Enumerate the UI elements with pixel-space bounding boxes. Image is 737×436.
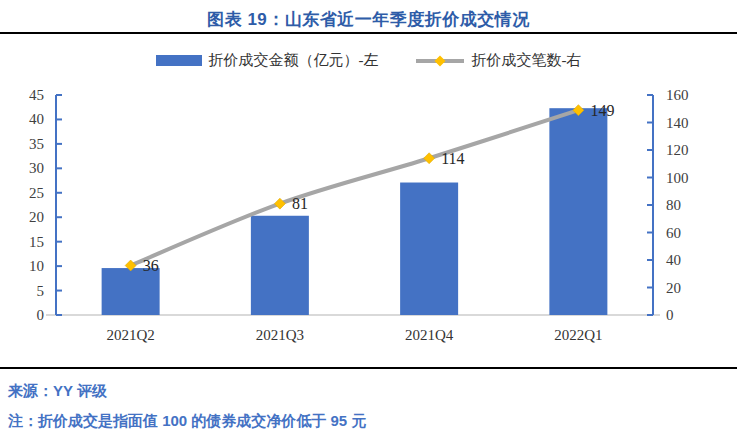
line-series-path [131,110,579,265]
chart-title: 图表 19：山东省近一年季度折价成交情况 [0,8,737,31]
left-axis-tick-label: 30 [29,160,44,176]
bar-2021Q2 [102,268,160,315]
left-axis-tick-label: 20 [29,209,44,225]
left-axis-tick-label: 5 [37,283,45,299]
right-axis-tick-label: 120 [666,142,689,158]
source-note: 来源：YY 评级 [8,382,107,401]
line-diamond-swatch-icon [415,55,465,67]
diamond-marker [274,198,285,209]
left-axis-tick-label: 25 [29,185,44,201]
chart-legend: 折价成交金额（亿元）-左 折价成交笔数-右 [0,51,737,70]
data-label: 36 [143,257,159,274]
right-axis-tick-label: 160 [666,87,689,103]
left-axis-tick-label: 35 [29,136,44,152]
bottom-divider [0,367,737,369]
category-label: 2021Q3 [256,327,304,343]
combo-chart-canvas: 0 5 10 15 20 25 30 35 40 45 0 20 40 60 80 100 120 140 160 2… [0,85,737,355]
legend-label-bar-series: 折价成交金额（亿元）-左 [209,51,379,70]
category-label: 2021Q2 [106,327,154,343]
bar-2021Q4 [400,183,458,315]
right-axis-tick-label: 20 [666,280,681,296]
definition-note: 注：折价成交是指面值 100 的债券成交净价低于 95 元 [8,412,366,431]
right-axis-tick-label: 140 [666,115,689,131]
left-axis-tick-label: 0 [37,307,45,323]
bar-2022Q1 [549,108,607,315]
top-divider [0,32,737,34]
category-label: 2022Q1 [554,327,602,343]
bar-2021Q3 [251,216,309,315]
left-axis-tick-label: 40 [29,111,44,127]
left-axis-tick-label: 15 [29,234,44,250]
category-label: 2021Q4 [405,327,454,343]
legend-item-bar-series: 折价成交金额（亿元）-左 [156,51,379,70]
report-page: 图表 19：山东省近一年季度折价成交情况 折价成交金额（亿元）-左 折价成交笔数… [0,0,737,436]
legend-label-line-series: 折价成交笔数-右 [472,51,582,70]
data-label: 149 [590,102,614,119]
legend-item-line-series: 折价成交笔数-右 [415,51,582,70]
bar-swatch-icon [156,55,202,66]
data-label: 114 [441,150,464,167]
right-axis-tick-label: 60 [666,225,681,241]
right-axis-tick-label: 40 [666,252,681,268]
right-axis-tick-label: 0 [666,307,674,323]
diamond-marker [424,153,435,164]
right-axis-tick-label: 80 [666,197,681,213]
right-axis-tick-label: 100 [666,170,689,186]
left-axis-tick-label: 45 [29,87,44,103]
data-label: 81 [292,195,308,212]
left-axis-tick-label: 10 [29,258,44,274]
